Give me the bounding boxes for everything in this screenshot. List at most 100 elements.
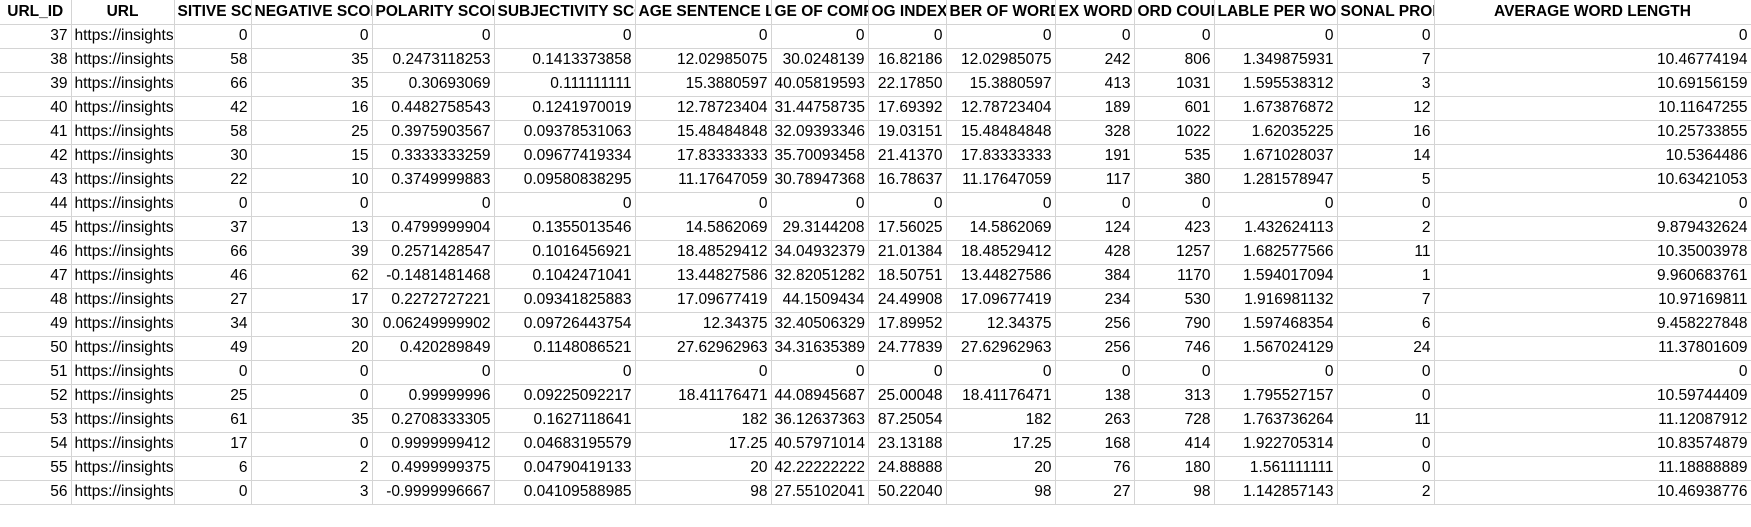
cell-syllable-per-word[interactable]: 1.595538312 xyxy=(1213,71,1338,97)
cell-polarity-score[interactable]: 0 xyxy=(371,359,495,385)
cell-polarity-score[interactable]: 0.2708333305 xyxy=(371,407,495,433)
cell-personal-pronouns[interactable]: 16 xyxy=(1336,119,1435,145)
cell-positive-score[interactable]: 17 xyxy=(173,431,252,457)
cell-personal-pronouns[interactable]: 0 xyxy=(1336,455,1435,481)
cell-positive-score[interactable]: 34 xyxy=(173,311,252,337)
cell-url[interactable]: https://insights xyxy=(70,119,175,145)
cell-avg-sentence-length[interactable]: 20 xyxy=(634,455,772,481)
cell-url-id[interactable]: 54 xyxy=(0,431,72,457)
cell-average-word-length[interactable]: 9.458227848 xyxy=(1433,311,1751,337)
cell-avg-words-per-sentence[interactable]: 98 xyxy=(945,479,1056,505)
cell-average-word-length[interactable]: 9.879432624 xyxy=(1433,215,1751,241)
cell-negative-score[interactable]: 13 xyxy=(250,215,373,241)
cell-personal-pronouns[interactable]: 1 xyxy=(1336,263,1435,289)
cell-fog-index[interactable]: 0 xyxy=(867,359,947,385)
cell-personal-pronouns[interactable]: 7 xyxy=(1336,287,1435,313)
cell-personal-pronouns[interactable]: 0 xyxy=(1336,359,1435,385)
cell-complex-word-count[interactable]: 189 xyxy=(1054,95,1135,121)
cell-syllable-per-word[interactable]: 1.561111111 xyxy=(1213,455,1338,481)
cell-negative-score[interactable]: 2 xyxy=(250,455,373,481)
cell-avg-sentence-length[interactable]: 18.41176471 xyxy=(634,383,772,409)
cell-url-id[interactable]: 53 xyxy=(0,407,72,433)
cell-complex-word-count[interactable]: 328 xyxy=(1054,119,1135,145)
cell-fog-index[interactable]: 19.03151 xyxy=(867,119,947,145)
cell-negative-score[interactable]: 0 xyxy=(250,23,373,49)
cell-url[interactable]: https://insights xyxy=(70,431,175,457)
cell-percentage-complex-words[interactable]: 36.12637363 xyxy=(770,407,869,433)
cell-average-word-length[interactable]: 10.46938776 xyxy=(1433,479,1751,505)
cell-syllable-per-word[interactable]: 1.594017094 xyxy=(1213,263,1338,289)
cell-complex-word-count[interactable]: 413 xyxy=(1054,71,1135,97)
cell-word-count[interactable]: 423 xyxy=(1133,215,1215,241)
cell-url[interactable]: https://insights xyxy=(70,287,175,313)
cell-complex-word-count[interactable]: 117 xyxy=(1054,167,1135,193)
cell-personal-pronouns[interactable]: 11 xyxy=(1336,239,1435,265)
cell-fog-index[interactable]: 21.01384 xyxy=(867,239,947,265)
cell-avg-sentence-length[interactable]: 0 xyxy=(634,23,772,49)
cell-average-word-length[interactable]: 10.5364486 xyxy=(1433,143,1751,169)
column-header-syllable-per-word[interactable]: LABLE PER WO xyxy=(1213,0,1338,25)
cell-url[interactable]: https://insights xyxy=(70,23,175,49)
cell-negative-score[interactable]: 35 xyxy=(250,407,373,433)
cell-subjectivity-score[interactable]: 0.1241970019 xyxy=(493,95,636,121)
cell-avg-words-per-sentence[interactable]: 11.17647059 xyxy=(945,167,1056,193)
cell-url-id[interactable]: 46 xyxy=(0,239,72,265)
cell-avg-sentence-length[interactable]: 98 xyxy=(634,479,772,505)
cell-avg-sentence-length[interactable]: 0 xyxy=(634,359,772,385)
cell-subjectivity-score[interactable]: 0.1355013546 xyxy=(493,215,636,241)
cell-subjectivity-score[interactable]: 0.04683195579 xyxy=(493,431,636,457)
cell-subjectivity-score[interactable]: 0 xyxy=(493,191,636,217)
cell-polarity-score[interactable]: 0.4482758543 xyxy=(371,95,495,121)
cell-complex-word-count[interactable]: 0 xyxy=(1054,191,1135,217)
cell-fog-index[interactable]: 22.17850 xyxy=(867,71,947,97)
cell-percentage-complex-words[interactable]: 44.1509434 xyxy=(770,287,869,313)
cell-negative-score[interactable]: 0 xyxy=(250,359,373,385)
cell-word-count[interactable]: 1170 xyxy=(1133,263,1215,289)
cell-avg-words-per-sentence[interactable]: 17.83333333 xyxy=(945,143,1056,169)
cell-url-id[interactable]: 42 xyxy=(0,143,72,169)
cell-url[interactable]: https://insights xyxy=(70,191,175,217)
cell-fog-index[interactable]: 24.77839 xyxy=(867,335,947,361)
cell-word-count[interactable]: 1022 xyxy=(1133,119,1215,145)
cell-subjectivity-score[interactable]: 0.09341825883 xyxy=(493,287,636,313)
cell-word-count[interactable]: 790 xyxy=(1133,311,1215,337)
cell-average-word-length[interactable]: 0 xyxy=(1433,191,1751,217)
cell-positive-score[interactable]: 22 xyxy=(173,167,252,193)
cell-subjectivity-score[interactable]: 0.04790419133 xyxy=(493,455,636,481)
cell-personal-pronouns[interactable]: 0 xyxy=(1336,383,1435,409)
cell-complex-word-count[interactable]: 0 xyxy=(1054,359,1135,385)
cell-syllable-per-word[interactable]: 1.916981132 xyxy=(1213,287,1338,313)
cell-syllable-per-word[interactable]: 1.349875931 xyxy=(1213,47,1338,73)
column-header-negative-score[interactable]: NEGATIVE SCORE xyxy=(250,0,373,25)
cell-negative-score[interactable]: 17 xyxy=(250,287,373,313)
column-header-avg-sentence-length[interactable]: AGE SENTENCE LE xyxy=(634,0,772,25)
cell-url[interactable]: https://insights xyxy=(70,335,175,361)
cell-average-word-length[interactable]: 10.97169811 xyxy=(1433,287,1751,313)
cell-percentage-complex-words[interactable]: 32.40506329 xyxy=(770,311,869,337)
cell-negative-score[interactable]: 39 xyxy=(250,239,373,265)
cell-avg-sentence-length[interactable]: 17.25 xyxy=(634,431,772,457)
cell-polarity-score[interactable]: 0.2272727221 xyxy=(371,287,495,313)
cell-percentage-complex-words[interactable]: 29.3144208 xyxy=(770,215,869,241)
cell-avg-sentence-length[interactable]: 11.17647059 xyxy=(634,167,772,193)
cell-percentage-complex-words[interactable]: 0 xyxy=(770,191,869,217)
cell-polarity-score[interactable]: 0.4999999375 xyxy=(371,455,495,481)
cell-syllable-per-word[interactable]: 1.795527157 xyxy=(1213,383,1338,409)
cell-avg-words-per-sentence[interactable]: 0 xyxy=(945,191,1056,217)
cell-word-count[interactable]: 414 xyxy=(1133,431,1215,457)
cell-average-word-length[interactable]: 10.59744409 xyxy=(1433,383,1751,409)
cell-complex-word-count[interactable]: 191 xyxy=(1054,143,1135,169)
cell-url-id[interactable]: 43 xyxy=(0,167,72,193)
column-header-personal-pronouns[interactable]: SONAL PRONO xyxy=(1336,0,1435,25)
cell-complex-word-count[interactable]: 124 xyxy=(1054,215,1135,241)
cell-positive-score[interactable]: 58 xyxy=(173,47,252,73)
cell-subjectivity-score[interactable]: 0 xyxy=(493,23,636,49)
cell-avg-sentence-length[interactable]: 0 xyxy=(634,191,772,217)
cell-positive-score[interactable]: 27 xyxy=(173,287,252,313)
cell-positive-score[interactable]: 6 xyxy=(173,455,252,481)
cell-avg-sentence-length[interactable]: 15.3880597 xyxy=(634,71,772,97)
cell-subjectivity-score[interactable]: 0.09378531063 xyxy=(493,119,636,145)
cell-word-count[interactable]: 313 xyxy=(1133,383,1215,409)
column-header-average-word-length[interactable]: AVERAGE WORD LENGTH xyxy=(1433,0,1751,25)
cell-subjectivity-score[interactable]: 0.1016456921 xyxy=(493,239,636,265)
